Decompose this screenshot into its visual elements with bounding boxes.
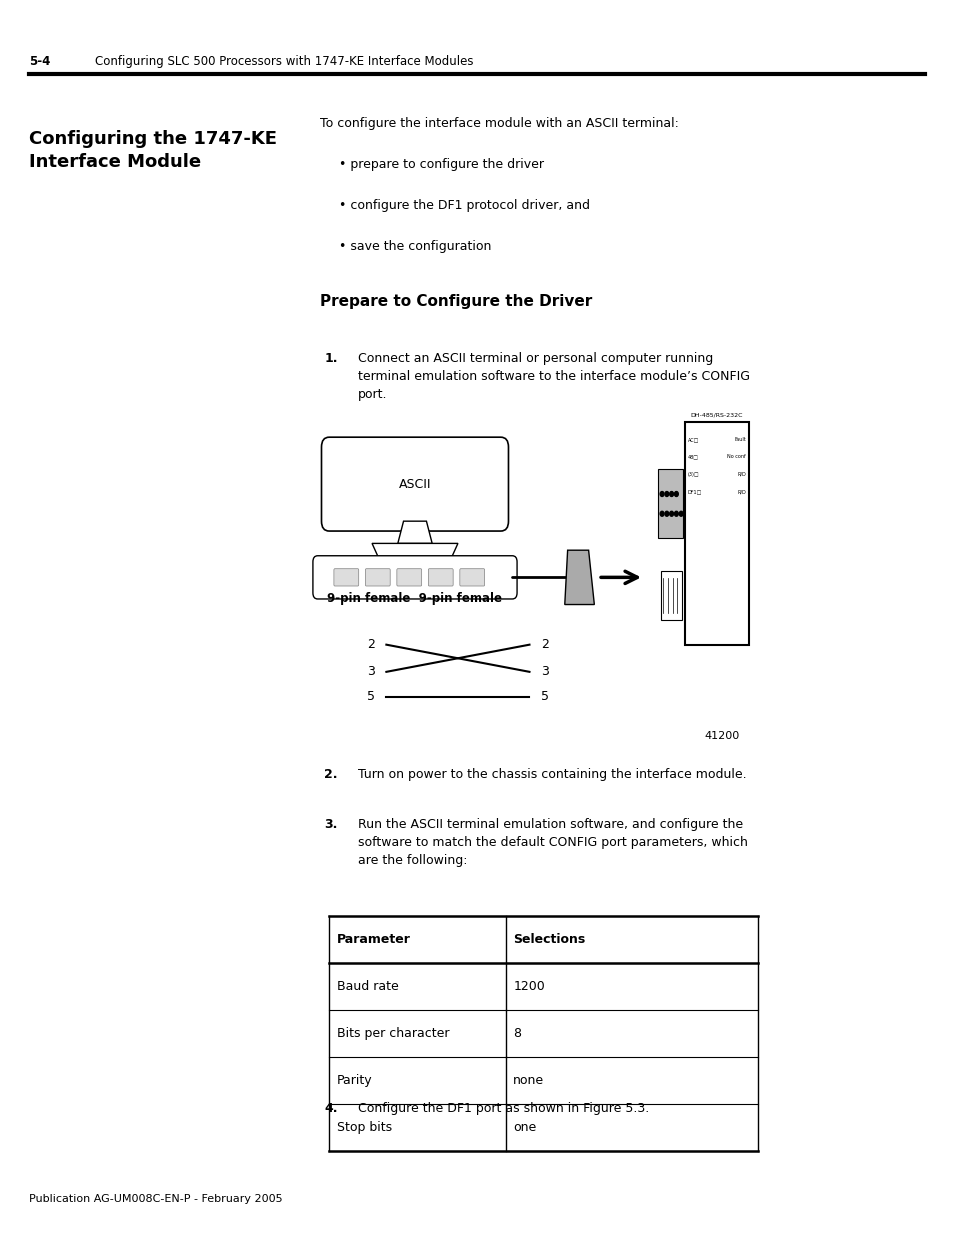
Circle shape — [669, 511, 673, 516]
Text: 4.: 4. — [324, 1102, 337, 1115]
Text: Bits per character: Bits per character — [336, 1028, 449, 1040]
Text: • prepare to configure the driver: • prepare to configure the driver — [338, 158, 543, 172]
Text: one: one — [513, 1121, 536, 1134]
Circle shape — [664, 511, 668, 516]
Text: • save the configuration: • save the configuration — [338, 240, 491, 253]
Text: Stop bits: Stop bits — [336, 1121, 392, 1134]
Circle shape — [674, 492, 678, 496]
Text: To configure the interface module with an ASCII terminal:: To configure the interface module with a… — [319, 117, 678, 131]
Text: Fault: Fault — [734, 437, 745, 442]
Circle shape — [659, 511, 663, 516]
Text: 3: 3 — [367, 666, 375, 678]
Circle shape — [659, 492, 663, 496]
Text: Selections: Selections — [513, 934, 585, 946]
Text: R/D: R/D — [737, 472, 745, 477]
Text: Run the ASCII terminal emulation software, and configure the
software to match t: Run the ASCII terminal emulation softwar… — [357, 818, 747, 867]
FancyBboxPatch shape — [365, 568, 390, 587]
FancyBboxPatch shape — [396, 568, 421, 587]
Polygon shape — [564, 551, 594, 605]
Text: 1200: 1200 — [513, 981, 544, 993]
Text: none: none — [513, 1074, 544, 1087]
Text: 1.: 1. — [324, 352, 337, 366]
Text: Connect an ASCII terminal or personal computer running
terminal emulation softwa: Connect an ASCII terminal or personal co… — [357, 352, 749, 401]
Text: Turn on power to the chassis containing the interface module.: Turn on power to the chassis containing … — [357, 768, 745, 782]
FancyBboxPatch shape — [459, 568, 484, 587]
Circle shape — [679, 511, 682, 516]
Text: 2: 2 — [540, 638, 548, 651]
Bar — [660, 571, 681, 620]
Text: AC□: AC□ — [687, 437, 699, 442]
Text: 5-4: 5-4 — [29, 54, 50, 68]
Text: Configuring SLC 500 Processors with 1747-KE Interface Modules: Configuring SLC 500 Processors with 1747… — [95, 54, 474, 68]
Text: 8: 8 — [513, 1028, 520, 1040]
Circle shape — [664, 492, 668, 496]
Text: DH-485/RS-232C: DH-485/RS-232C — [690, 412, 742, 417]
Text: Prepare to Configure the Driver: Prepare to Configure the Driver — [319, 294, 591, 309]
Text: No conf: No conf — [726, 454, 745, 459]
Polygon shape — [658, 469, 682, 538]
Text: DF1□: DF1□ — [687, 489, 701, 494]
Polygon shape — [372, 543, 457, 558]
Text: Parameter: Parameter — [336, 934, 410, 946]
Text: 41200: 41200 — [703, 731, 739, 741]
Text: (3)□: (3)□ — [687, 472, 699, 477]
Text: Configure the DF1 port as shown in Figure 5.3.: Configure the DF1 port as shown in Figur… — [357, 1102, 648, 1115]
Text: • configure the DF1 protocol driver, and: • configure the DF1 protocol driver, and — [338, 199, 589, 212]
Text: 48□: 48□ — [687, 454, 698, 459]
Text: 2.: 2. — [324, 768, 337, 782]
Text: Baud rate: Baud rate — [336, 981, 398, 993]
FancyBboxPatch shape — [428, 568, 453, 587]
Text: 3: 3 — [540, 666, 548, 678]
Text: Publication AG-UM008C-EN-P - February 2005: Publication AG-UM008C-EN-P - February 20… — [29, 1194, 282, 1204]
Text: R/D: R/D — [737, 489, 745, 494]
Text: ASCII: ASCII — [398, 478, 431, 490]
Circle shape — [674, 511, 678, 516]
FancyBboxPatch shape — [313, 556, 517, 599]
Text: 5: 5 — [367, 690, 375, 703]
Text: 3.: 3. — [324, 818, 337, 831]
Text: Parity: Parity — [336, 1074, 372, 1087]
Text: 5: 5 — [540, 690, 548, 703]
Circle shape — [669, 492, 673, 496]
Text: 9-pin female  9-pin female: 9-pin female 9-pin female — [327, 592, 502, 605]
Text: 2: 2 — [367, 638, 375, 651]
FancyBboxPatch shape — [334, 568, 358, 587]
Polygon shape — [397, 521, 432, 543]
FancyBboxPatch shape — [321, 437, 508, 531]
Text: Configuring the 1747-KE
Interface Module: Configuring the 1747-KE Interface Module — [29, 130, 276, 172]
Bar — [684, 422, 748, 645]
